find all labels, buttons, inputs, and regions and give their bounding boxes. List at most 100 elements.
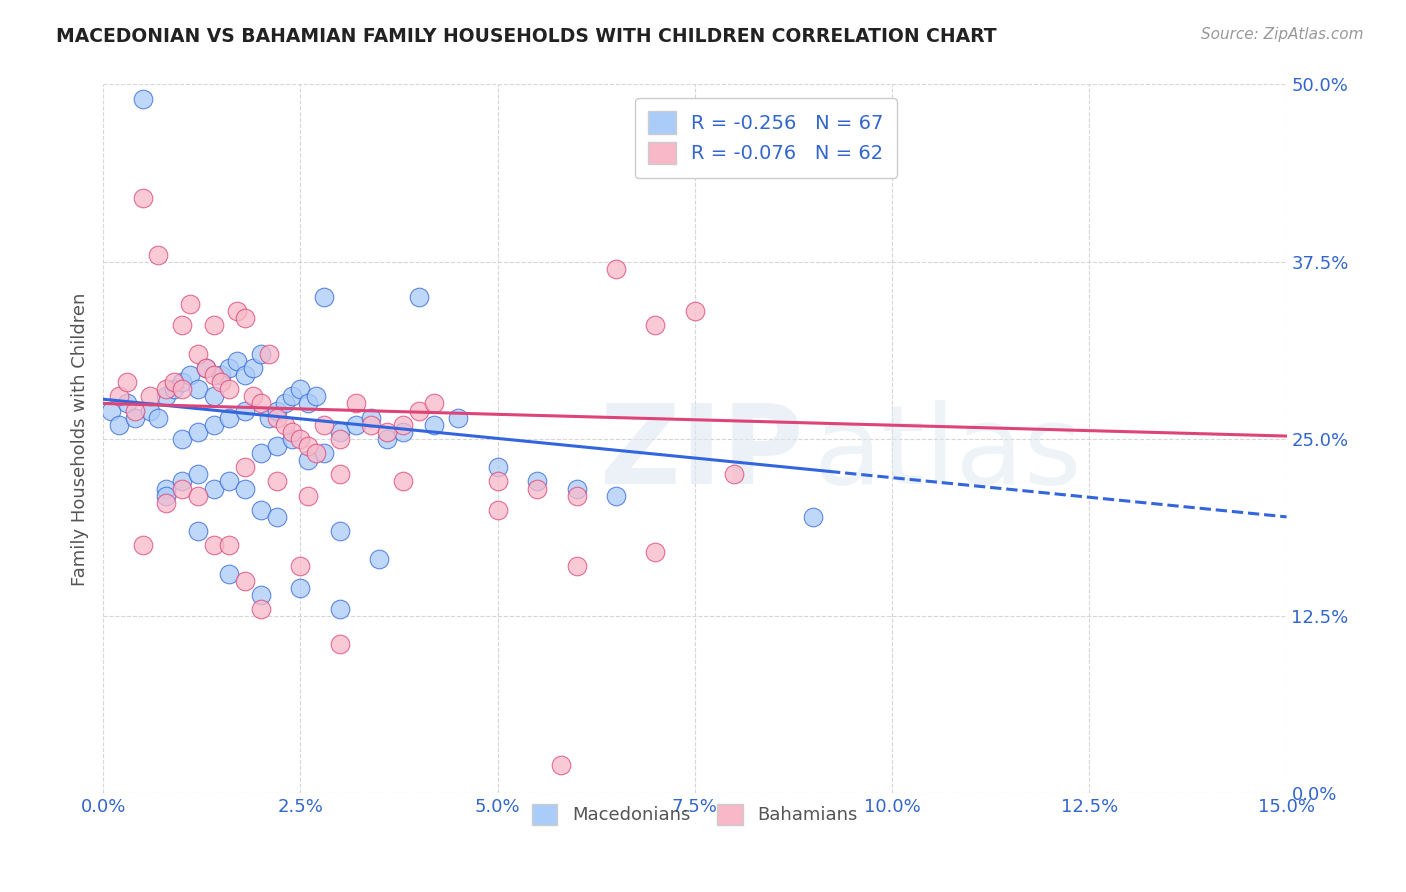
Point bbox=[163, 375, 186, 389]
Point bbox=[723, 467, 745, 482]
Point bbox=[148, 410, 170, 425]
Point bbox=[329, 524, 352, 538]
Point bbox=[329, 432, 352, 446]
Point bbox=[250, 602, 273, 616]
Point bbox=[526, 482, 548, 496]
Point bbox=[644, 545, 666, 559]
Point bbox=[266, 509, 288, 524]
Legend: Macedonians, Bahamians: Macedonians, Bahamians bbox=[523, 795, 866, 834]
Point bbox=[266, 403, 288, 417]
Point bbox=[170, 482, 193, 496]
Point bbox=[218, 410, 240, 425]
Point bbox=[115, 396, 138, 410]
Point bbox=[218, 538, 240, 552]
Point bbox=[605, 489, 627, 503]
Point bbox=[187, 489, 209, 503]
Point bbox=[266, 475, 288, 489]
Point bbox=[211, 368, 233, 383]
Point bbox=[187, 347, 209, 361]
Point bbox=[605, 261, 627, 276]
Point bbox=[329, 467, 352, 482]
Point bbox=[108, 389, 131, 403]
Point bbox=[233, 574, 256, 588]
Point bbox=[211, 375, 233, 389]
Point bbox=[486, 460, 509, 475]
Point bbox=[233, 482, 256, 496]
Point bbox=[290, 432, 312, 446]
Point bbox=[312, 446, 335, 460]
Point bbox=[801, 509, 824, 524]
Point bbox=[131, 538, 153, 552]
Point bbox=[305, 446, 328, 460]
Point bbox=[242, 361, 264, 376]
Point bbox=[408, 403, 430, 417]
Point bbox=[139, 403, 162, 417]
Point bbox=[565, 489, 588, 503]
Point bbox=[187, 382, 209, 396]
Point bbox=[297, 439, 319, 453]
Point bbox=[187, 524, 209, 538]
Point bbox=[202, 538, 225, 552]
Point bbox=[218, 361, 240, 376]
Point bbox=[273, 417, 295, 432]
Point bbox=[155, 389, 177, 403]
Text: atlas: atlas bbox=[813, 400, 1081, 507]
Point bbox=[131, 92, 153, 106]
Point bbox=[187, 467, 209, 482]
Point bbox=[187, 425, 209, 439]
Point bbox=[226, 354, 249, 368]
Point bbox=[392, 425, 415, 439]
Point bbox=[131, 191, 153, 205]
Text: ZIP: ZIP bbox=[600, 400, 804, 507]
Point bbox=[194, 361, 217, 376]
Point bbox=[266, 439, 288, 453]
Point bbox=[170, 432, 193, 446]
Point bbox=[250, 347, 273, 361]
Point bbox=[250, 588, 273, 602]
Point bbox=[139, 389, 162, 403]
Point bbox=[281, 425, 304, 439]
Point bbox=[290, 382, 312, 396]
Point bbox=[155, 482, 177, 496]
Point bbox=[447, 410, 470, 425]
Point bbox=[179, 297, 201, 311]
Text: Source: ZipAtlas.com: Source: ZipAtlas.com bbox=[1201, 27, 1364, 42]
Point bbox=[312, 290, 335, 304]
Point bbox=[297, 489, 319, 503]
Point bbox=[392, 475, 415, 489]
Point bbox=[202, 368, 225, 383]
Point bbox=[486, 475, 509, 489]
Point bbox=[297, 396, 319, 410]
Point bbox=[375, 425, 398, 439]
Point bbox=[423, 417, 446, 432]
Point bbox=[250, 396, 273, 410]
Point bbox=[179, 368, 201, 383]
Point bbox=[155, 496, 177, 510]
Point bbox=[281, 389, 304, 403]
Point bbox=[273, 396, 295, 410]
Point bbox=[170, 318, 193, 333]
Point bbox=[194, 361, 217, 376]
Point bbox=[297, 453, 319, 467]
Point bbox=[644, 318, 666, 333]
Point bbox=[233, 311, 256, 326]
Point bbox=[233, 403, 256, 417]
Point bbox=[290, 581, 312, 595]
Point bbox=[233, 460, 256, 475]
Point bbox=[290, 559, 312, 574]
Point bbox=[344, 417, 367, 432]
Point bbox=[124, 403, 146, 417]
Point bbox=[242, 389, 264, 403]
Point bbox=[565, 559, 588, 574]
Point bbox=[202, 389, 225, 403]
Text: MACEDONIAN VS BAHAMIAN FAMILY HOUSEHOLDS WITH CHILDREN CORRELATION CHART: MACEDONIAN VS BAHAMIAN FAMILY HOUSEHOLDS… bbox=[56, 27, 997, 45]
Point bbox=[266, 410, 288, 425]
Point bbox=[170, 382, 193, 396]
Point bbox=[360, 410, 382, 425]
Point bbox=[305, 389, 328, 403]
Point bbox=[550, 758, 572, 772]
Point bbox=[281, 432, 304, 446]
Point bbox=[526, 475, 548, 489]
Point bbox=[202, 318, 225, 333]
Point bbox=[170, 375, 193, 389]
